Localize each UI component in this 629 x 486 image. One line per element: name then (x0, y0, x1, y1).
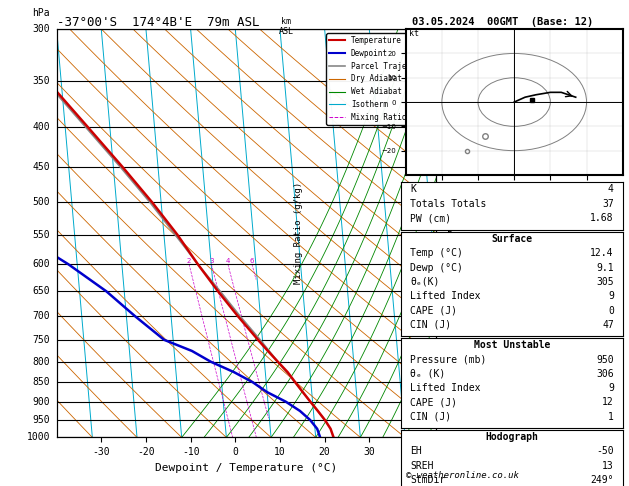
Text: Pressure (mb): Pressure (mb) (410, 355, 487, 364)
Text: 3: 3 (209, 258, 214, 264)
Text: 249°: 249° (591, 475, 614, 485)
Text: 9: 9 (608, 291, 614, 301)
Text: 400: 400 (32, 122, 50, 132)
Text: -37°00'S  174°4B'E  79m ASL: -37°00'S 174°4B'E 79m ASL (57, 16, 259, 29)
Text: 47: 47 (602, 320, 614, 330)
Text: 4: 4 (608, 185, 614, 194)
Text: CAPE (J): CAPE (J) (410, 306, 457, 315)
Text: 600: 600 (32, 259, 50, 269)
Text: Dewp (°C): Dewp (°C) (410, 262, 463, 273)
Text: 1000: 1000 (26, 433, 50, 442)
Text: Lifted Index: Lifted Index (410, 291, 481, 301)
Text: 1: 1 (608, 412, 614, 422)
Text: © weatheronline.co.uk: © weatheronline.co.uk (406, 471, 518, 480)
Text: K: K (410, 185, 416, 194)
Text: 950: 950 (596, 355, 614, 364)
Text: EH: EH (410, 447, 422, 456)
Text: 12.4: 12.4 (591, 248, 614, 258)
Text: θₑ (K): θₑ (K) (410, 369, 445, 379)
Text: 37: 37 (602, 199, 614, 209)
Text: LCL: LCL (434, 416, 449, 424)
Text: 305: 305 (596, 277, 614, 287)
Text: StmDir: StmDir (410, 475, 445, 485)
Text: 800: 800 (32, 357, 50, 367)
Text: 6: 6 (250, 258, 254, 264)
Text: 13: 13 (602, 461, 614, 470)
Text: 9.1: 9.1 (596, 262, 614, 273)
Text: 12: 12 (602, 398, 614, 407)
Text: SREH: SREH (410, 461, 433, 470)
Text: 300: 300 (32, 24, 50, 34)
Text: km: km (281, 17, 291, 26)
Text: 700: 700 (32, 312, 50, 321)
Text: Mixing Ratio (g/kg): Mixing Ratio (g/kg) (294, 182, 303, 284)
Text: 500: 500 (32, 197, 50, 208)
Text: 550: 550 (32, 230, 50, 240)
Text: 1.68: 1.68 (591, 213, 614, 224)
Text: 750: 750 (32, 335, 50, 345)
Text: 650: 650 (32, 286, 50, 296)
Legend: Temperature, Dewpoint, Parcel Trajectory, Dry Adiabat, Wet Adiabat, Isotherm, Mi: Temperature, Dewpoint, Parcel Trajectory… (326, 33, 433, 125)
Text: hPa: hPa (32, 8, 50, 18)
Text: 950: 950 (32, 415, 50, 425)
Text: CIN (J): CIN (J) (410, 412, 451, 422)
Text: 850: 850 (32, 377, 50, 387)
Text: 2: 2 (187, 258, 191, 264)
Text: 350: 350 (32, 76, 50, 87)
Text: Hodograph: Hodograph (486, 432, 538, 442)
Text: CAPE (J): CAPE (J) (410, 398, 457, 407)
Text: Totals Totals: Totals Totals (410, 199, 487, 209)
Text: θₑ(K): θₑ(K) (410, 277, 440, 287)
Text: Lifted Index: Lifted Index (410, 383, 481, 393)
Text: CIN (J): CIN (J) (410, 320, 451, 330)
Text: 900: 900 (32, 397, 50, 407)
Text: Most Unstable: Most Unstable (474, 340, 550, 350)
Text: ASL: ASL (279, 27, 294, 36)
Text: 4: 4 (226, 258, 230, 264)
Text: -50: -50 (596, 447, 614, 456)
Text: 306: 306 (596, 369, 614, 379)
Text: 450: 450 (32, 162, 50, 172)
Text: 0: 0 (608, 306, 614, 315)
Text: 03.05.2024  00GMT  (Base: 12): 03.05.2024 00GMT (Base: 12) (412, 17, 593, 27)
X-axis label: Dewpoint / Temperature (°C): Dewpoint / Temperature (°C) (155, 463, 338, 473)
Text: PW (cm): PW (cm) (410, 213, 451, 224)
Text: 9: 9 (608, 383, 614, 393)
Text: Temp (°C): Temp (°C) (410, 248, 463, 258)
Text: kt: kt (409, 30, 420, 38)
Text: Surface: Surface (491, 234, 533, 244)
